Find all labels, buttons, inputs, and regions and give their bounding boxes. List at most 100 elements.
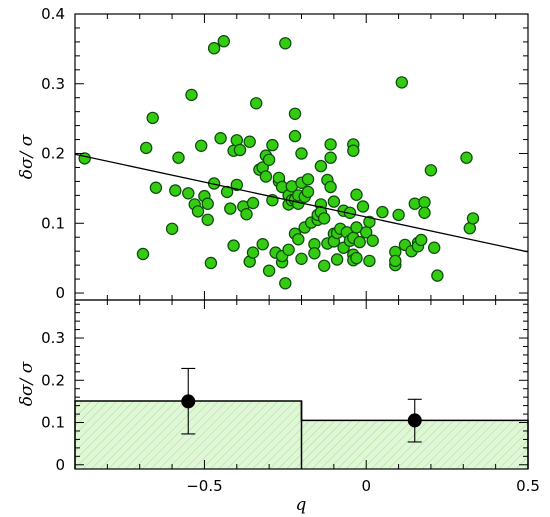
data-point — [207, 42, 221, 55]
data-point — [259, 170, 273, 183]
data-point — [139, 141, 153, 155]
data-point — [217, 35, 230, 48]
data-point — [279, 277, 292, 290]
data-point — [366, 234, 379, 247]
data-point — [356, 200, 370, 213]
mean-points — [181, 367, 422, 443]
data-point — [324, 180, 337, 194]
x-tick-label: 0 — [361, 477, 371, 495]
bottom-plot-frame — [74, 299, 529, 470]
data-point — [78, 152, 91, 165]
data-point — [466, 212, 480, 225]
bottom-panel: 0 0.1 0.2 0.3 −0.5 0 0.5 δσ/ σ q — [17, 299, 540, 515]
y-tick-label: 0.4 — [41, 5, 65, 23]
data-point — [191, 205, 205, 218]
data-point — [204, 256, 218, 270]
data-point — [376, 205, 389, 219]
bottom-ylabel: δσ/ σ — [17, 361, 37, 406]
x-tick-label: 0.5 — [516, 477, 540, 495]
data-point — [460, 151, 473, 164]
top-panel: 0 0.1 0.2 0.3 0.4 δσ/ σ — [17, 5, 529, 302]
histogram-bars — [74, 400, 529, 469]
data-point — [230, 178, 243, 192]
data-point — [415, 233, 428, 247]
data-point — [392, 208, 405, 222]
data-point — [330, 253, 344, 266]
data-point — [165, 222, 179, 235]
mean-point — [407, 413, 422, 428]
data-point — [318, 259, 331, 272]
fit-line-group — [74, 153, 529, 253]
data-point — [194, 139, 208, 152]
data-point — [389, 254, 402, 268]
data-point — [324, 151, 337, 164]
data-point — [185, 88, 198, 102]
y-tick-label: 0.3 — [41, 329, 65, 347]
data-point — [327, 195, 341, 208]
bottom-xlabel: q — [296, 495, 307, 515]
y-tick-label: 0 — [55, 456, 65, 474]
data-point — [308, 247, 321, 260]
data-point — [250, 97, 263, 110]
data-point — [214, 131, 227, 145]
data-point — [395, 76, 408, 89]
data-point — [363, 254, 376, 268]
data-point — [201, 197, 214, 210]
data-point — [301, 185, 315, 199]
data-point — [324, 138, 337, 151]
data-point — [418, 196, 431, 209]
y-tick-label: 0.3 — [41, 75, 65, 93]
data-point — [246, 246, 260, 259]
y-tick-label: 0.2 — [41, 145, 65, 163]
data-point — [347, 144, 360, 157]
data-point — [224, 202, 237, 215]
bottom-axis-ticks: 0 0.1 0.2 0.3 −0.5 0 0.5 — [41, 300, 540, 495]
data-point — [418, 206, 431, 219]
data-point — [182, 187, 195, 200]
data-point — [169, 184, 182, 197]
data-point — [353, 235, 366, 249]
data-point — [424, 164, 438, 177]
data-point — [146, 111, 159, 125]
data-point — [256, 237, 269, 251]
top-ylabel: δσ/ σ — [17, 134, 37, 179]
data-point — [266, 138, 279, 152]
data-point — [295, 147, 308, 160]
data-point — [136, 247, 150, 261]
mean-point — [181, 394, 196, 409]
data-point — [262, 153, 276, 166]
y-tick-label: 0.1 — [41, 414, 65, 432]
y-tick-label: 0.1 — [41, 214, 65, 232]
data-point — [279, 37, 292, 50]
data-point — [220, 185, 234, 199]
data-point — [227, 239, 240, 252]
data-point — [428, 241, 441, 254]
data-point — [314, 159, 328, 173]
y-tick-label: 0 — [55, 284, 65, 302]
data-point — [201, 213, 214, 226]
data-point — [350, 251, 363, 265]
y-tick-label: 0.2 — [41, 371, 65, 389]
data-point — [318, 212, 331, 225]
fit-line — [74, 153, 529, 253]
scatter-points — [78, 35, 480, 290]
data-point — [262, 264, 276, 277]
data-point — [288, 129, 302, 143]
x-tick-label: −0.5 — [186, 477, 222, 495]
data-point — [246, 196, 260, 210]
data-point — [301, 173, 315, 186]
data-point — [172, 151, 185, 164]
data-point — [243, 135, 256, 148]
data-point — [149, 181, 163, 194]
data-point — [431, 269, 444, 282]
data-point — [350, 221, 363, 234]
data-point — [288, 107, 302, 121]
data-point — [292, 233, 305, 246]
data-point — [233, 143, 247, 157]
data-point — [295, 252, 308, 265]
data-point — [282, 243, 295, 256]
data-point — [350, 188, 363, 201]
data-point — [240, 207, 253, 221]
top-axis-ticks: 0 0.1 0.2 0.3 0.4 — [41, 5, 529, 302]
